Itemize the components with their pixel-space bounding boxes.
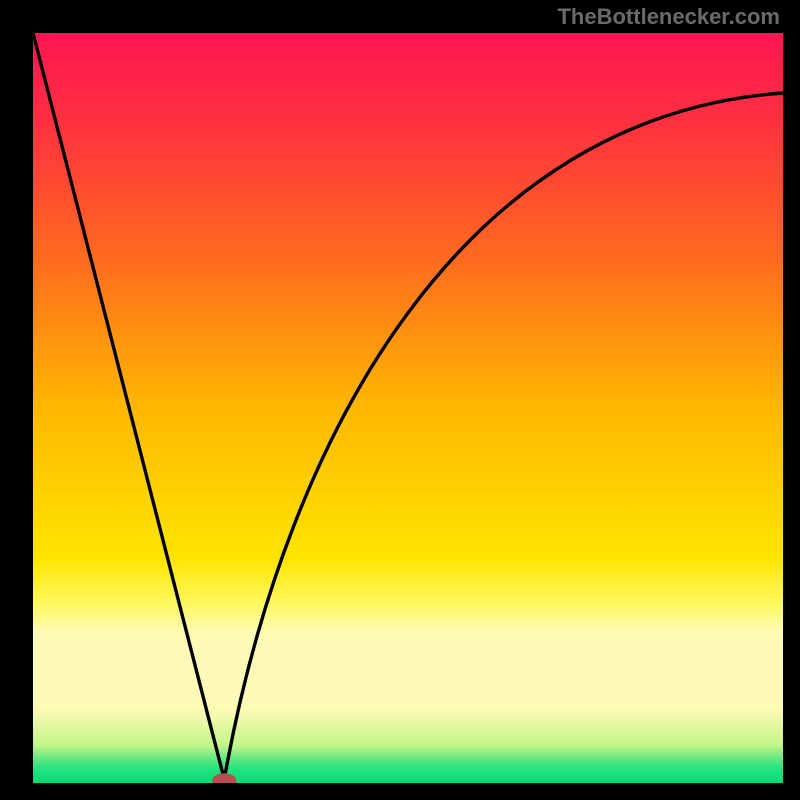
- chart-frame: TheBottlenecker.com: [0, 0, 800, 800]
- chart-background: [33, 33, 783, 783]
- bottleneck-chart: [33, 33, 783, 783]
- watermark-text: TheBottlenecker.com: [557, 4, 780, 30]
